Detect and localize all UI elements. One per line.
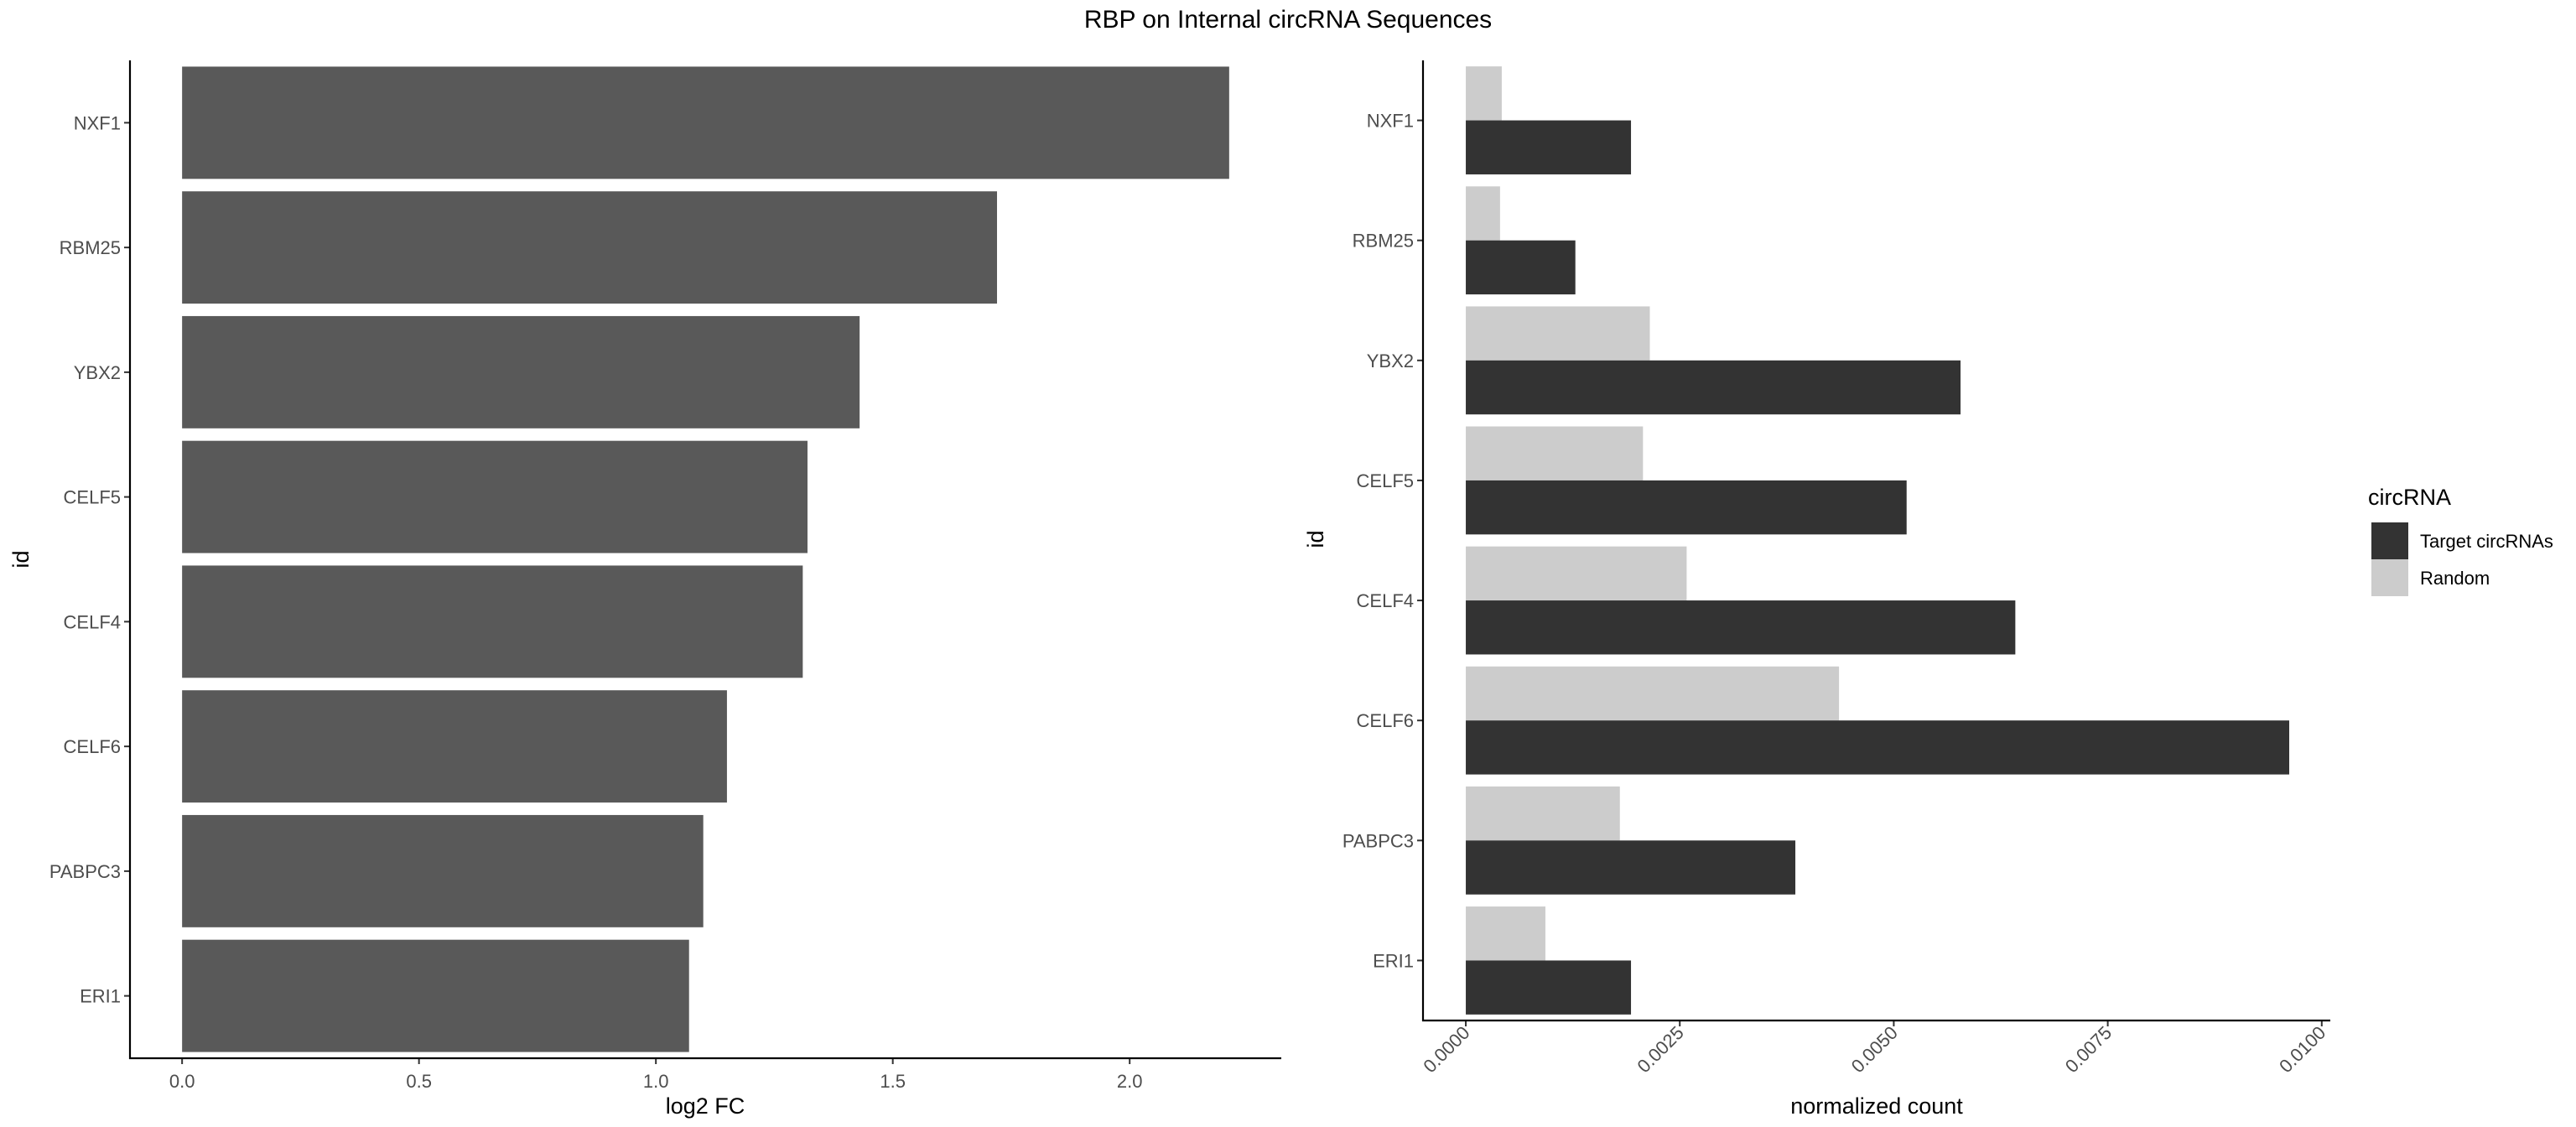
- left-x-axis-ticks: 0.0 0.5 1.0 1.5 2.0: [169, 1058, 1143, 1092]
- left-y-tick-label: NXF1: [74, 112, 121, 133]
- right-bar-random-pabpc3: [1466, 786, 1620, 841]
- left-bar-rbm25: [182, 191, 997, 304]
- right-bar-target-celf6: [1466, 720, 2290, 775]
- left-y-tick-label: YBX2: [74, 362, 121, 383]
- left-panel: NXF1 RBM25 YBX2 CELF5 CELF4 CELF6 PABPC3 ERI1 0…: [8, 60, 1281, 1119]
- right-y-tick-label: PABPC3: [1343, 830, 1414, 851]
- left-bar-celf6: [182, 690, 727, 803]
- left-bar-celf4: [182, 565, 803, 678]
- right-bar-target-pabpc3: [1466, 840, 1796, 895]
- right-y-tick-label: YBX2: [1367, 351, 1414, 371]
- right-y-axis-title: id: [1303, 530, 1328, 548]
- right-bar-target-celf5: [1466, 480, 1907, 535]
- right-y-tick-label: CELF4: [1357, 590, 1414, 611]
- right-bar-random-eri1: [1466, 906, 1545, 961]
- right-x-axis-title: normalized count: [1790, 1093, 1963, 1119]
- legend-label-random: Random: [2420, 568, 2490, 589]
- left-x-tick-label: 2.0: [1117, 1071, 1143, 1092]
- left-bar-nxf1: [182, 66, 1229, 179]
- left-x-tick-label: 1.5: [880, 1071, 906, 1092]
- left-x-tick-label: 1.0: [643, 1071, 669, 1092]
- legend-swatch-target: [2371, 522, 2408, 559]
- right-bar-target-ybx2: [1466, 360, 1961, 415]
- right-bar-random-celf6: [1466, 666, 1840, 721]
- left-x-axis-title: log2 FC: [666, 1093, 745, 1119]
- right-bar-random-nxf1: [1466, 66, 1502, 121]
- right-bar-random-celf5: [1466, 426, 1644, 480]
- left-bar-pabpc3: [182, 814, 704, 927]
- left-y-tick-label: CELF5: [64, 487, 121, 508]
- right-bar-target-nxf1: [1466, 120, 1632, 174]
- left-bar-ybx2: [182, 315, 860, 428]
- left-bar-eri1: [182, 939, 689, 1052]
- right-bar-target-rbm25: [1466, 240, 1576, 295]
- right-bar-target-eri1: [1466, 960, 1632, 1015]
- right-bar-random-ybx2: [1466, 306, 1650, 361]
- left-y-tick-label: PABPC3: [49, 861, 121, 882]
- legend-swatch-random: [2371, 559, 2408, 596]
- left-y-tick-label: RBM25: [60, 237, 121, 258]
- right-y-tick-label: CELF6: [1357, 710, 1414, 731]
- legend-title: circRNA: [2368, 485, 2451, 510]
- right-y-tick-label: CELF5: [1357, 470, 1414, 491]
- left-y-axis-title: id: [8, 550, 34, 568]
- right-bars: [1466, 66, 2290, 1015]
- left-y-axis-ticks: NXF1 RBM25 YBX2 CELF5 CELF4 CELF6 PABPC3 ERI1: [49, 112, 130, 1007]
- right-bar-random-celf4: [1466, 546, 1687, 601]
- right-y-tick-label: ERI1: [1373, 950, 1414, 971]
- chart-title: RBP on Internal circRNA Sequences: [1084, 6, 1492, 34]
- left-y-tick-label: CELF6: [64, 736, 121, 757]
- left-x-tick-label: 0.5: [406, 1071, 432, 1092]
- legend: circRNA Target circRNAs Random: [2368, 485, 2553, 596]
- right-bar-target-celf4: [1466, 600, 2016, 655]
- left-y-tick-label: CELF4: [64, 611, 121, 632]
- legend-label-target: Target circRNAs: [2420, 531, 2553, 552]
- right-y-tick-label: RBM25: [1353, 231, 1414, 252]
- right-bar-random-rbm25: [1466, 186, 1500, 241]
- right-y-tick-label: NXF1: [1367, 111, 1414, 132]
- left-x-tick-label: 0.0: [169, 1071, 195, 1092]
- left-y-tick-label: ERI1: [80, 986, 121, 1007]
- left-bars: [182, 66, 1229, 1052]
- left-bar-celf5: [182, 440, 808, 553]
- right-y-axis-ticks: NXF1 RBM25 YBX2 CELF5 CELF4 CELF6 PABPC3 ERI1: [1343, 111, 1423, 971]
